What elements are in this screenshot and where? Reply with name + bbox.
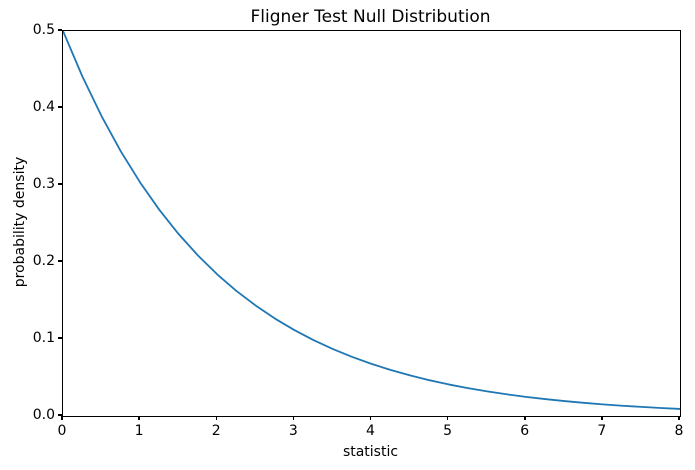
x-tick-label: 2 [211, 423, 221, 439]
y-tick-mark [58, 260, 62, 262]
x-tick-mark [446, 416, 449, 420]
y-tick-mark [58, 29, 62, 31]
x-tick-label: 0 [57, 423, 67, 439]
x-tick-mark [61, 416, 63, 420]
x-axis-label: statistic [342, 444, 399, 460]
y-tick-label: 0.2 [32, 253, 55, 269]
x-tick-mark [601, 416, 603, 420]
y-tick-label: 0.1 [32, 330, 55, 346]
x-tick-label: 3 [288, 423, 298, 439]
y-tick-mark [58, 106, 62, 108]
density-curve [63, 31, 680, 410]
x-tick-mark [369, 416, 372, 420]
chart-title: Fligner Test Null Distribution [250, 7, 491, 27]
x-tick-mark [138, 416, 140, 420]
y-tick-mark [58, 183, 62, 185]
line-plot-canvas [63, 31, 680, 410]
x-tick-label: 4 [366, 423, 375, 439]
y-tick-label: 0.0 [32, 407, 55, 423]
y-tick-label: 0.3 [32, 176, 55, 192]
plot-area [62, 30, 681, 417]
x-tick-label: 1 [134, 423, 144, 439]
y-tick-label: 0.4 [32, 99, 55, 115]
x-tick-label: 8 [674, 423, 684, 439]
x-tick-label: 6 [520, 423, 530, 439]
x-tick-mark [292, 416, 295, 420]
y-tick-label: 0.5 [32, 22, 55, 38]
x-tick-mark [215, 416, 217, 420]
x-tick-label: 7 [597, 423, 607, 439]
y-tick-mark [58, 337, 62, 339]
y-tick-mark [58, 414, 62, 416]
x-tick-mark [524, 416, 526, 420]
x-tick-label: 5 [443, 423, 453, 439]
x-tick-mark [678, 416, 680, 420]
